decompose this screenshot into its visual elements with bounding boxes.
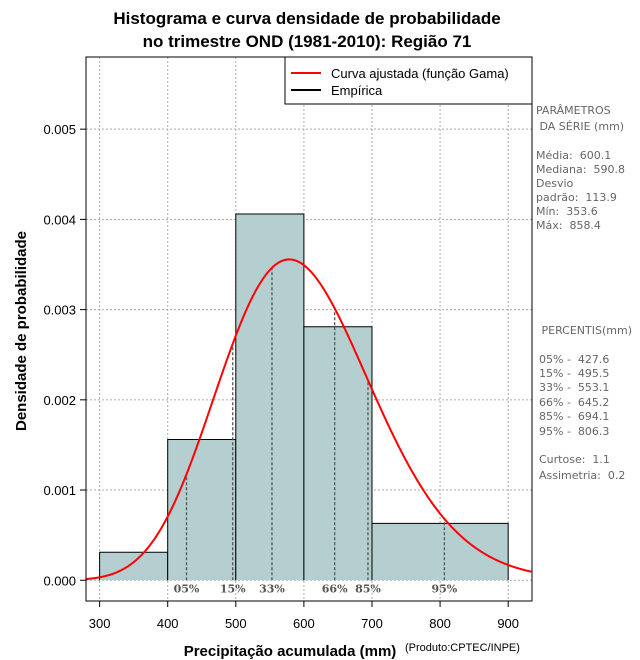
percentile-labels: 05% 15% 33% 66% 85% 95% (174, 582, 458, 595)
chart-title-line-1: Histograma e curva densidade de probabil… (113, 9, 500, 28)
param-min: Mín: 353.6 (536, 205, 598, 218)
x-tick-label-3: 600 (293, 616, 315, 631)
y-tick-label-4: 0.004 (43, 212, 76, 227)
chart-title-line-2: no trimestre OND (1981-2010): Região 71 (143, 32, 472, 51)
gamma-fit-curve (85, 258, 532, 581)
param-mean: Média: 600.1 (536, 149, 611, 162)
legend: Curva ajustada (função Gama) Empírica (284, 56, 533, 105)
x-tick-label-2: 500 (225, 616, 247, 631)
percentil-33: 33% - 553.1 (539, 381, 609, 394)
param-sd: padrão: 113.9 (536, 191, 617, 204)
legend-label-empirical: Empírica (331, 83, 383, 98)
histogram-bar-3 (303, 326, 372, 581)
histogram-bar-4 (371, 523, 509, 581)
percentile-label-2: 33% (259, 582, 285, 595)
histogram-bar-0 (99, 552, 168, 581)
percentile-label-1: 15% (220, 582, 246, 595)
stat-skewness: Assimetria: 0.2 (539, 469, 625, 482)
percentile-label-0: 05% (174, 582, 200, 595)
percentil-15: 15% - 495.5 (539, 367, 609, 380)
param-sd-label: Desvio (536, 177, 574, 190)
percentile-label-3: 66% (322, 582, 348, 595)
product-credit: (Produto:CPTEC/INPE) (405, 642, 520, 654)
histogram-bar-2 (235, 213, 304, 581)
percentil-66: 66% - 645.2 (539, 396, 609, 409)
param-max: Máx: 858.4 (536, 219, 601, 232)
y-tick-label-2: 0.002 (43, 393, 76, 408)
histogram-bar-outline-3 (303, 326, 373, 581)
percentil-85: 85% - 694.1 (539, 410, 609, 423)
y-tick-label-3: 0.003 (43, 303, 76, 318)
params-title-1: PARÂMETROS (536, 104, 611, 117)
histogram-bars (99, 213, 509, 581)
histogram-bar-1 (167, 439, 236, 581)
x-tick-label-1: 400 (157, 616, 179, 631)
y-axis-ticks: 0.000 0.001 0.002 0.003 0.004 0.005 (43, 122, 86, 588)
y-axis-label: Densidade de probabilidade (13, 231, 30, 431)
params-title-2: DA SÉRIE (mm) (536, 120, 624, 133)
y-tick-label-0: 0.000 (43, 573, 76, 588)
percentile-label-4: 85% (355, 582, 381, 595)
x-tick-label-5: 800 (429, 616, 451, 631)
percentil-05: 05% - 427.6 (539, 353, 609, 366)
percentil-95: 95% - 806.3 (539, 425, 609, 438)
param-median: Mediana: 590.8 (536, 163, 625, 176)
x-tick-label-4: 700 (361, 616, 383, 631)
x-axis-ticks: 300 400 500 600 700 800 900 (89, 601, 519, 631)
legend-box (284, 56, 533, 105)
x-tick-label-6: 900 (497, 616, 519, 631)
y-tick-label-1: 0.001 (43, 483, 76, 498)
histogram-bar-outline-4 (371, 522, 509, 581)
percentis-title: PERCENTIS(mm) (538, 324, 632, 337)
percentile-lines (185, 267, 446, 581)
y-tick-label-5: 0.005 (43, 122, 76, 137)
legend-label-gamma: Curva ajustada (função Gama) (331, 66, 509, 81)
percentile-label-5: 95% (431, 582, 457, 595)
x-axis-label: Precipitação acumulada (mm) (184, 643, 397, 660)
stat-kurtosis: Curtose: 1.1 (539, 453, 610, 466)
side-panel: PARÂMETROS DA SÉRIE (mm) Média: 600.1 Me… (536, 104, 632, 482)
x-tick-label-0: 300 (89, 616, 111, 631)
